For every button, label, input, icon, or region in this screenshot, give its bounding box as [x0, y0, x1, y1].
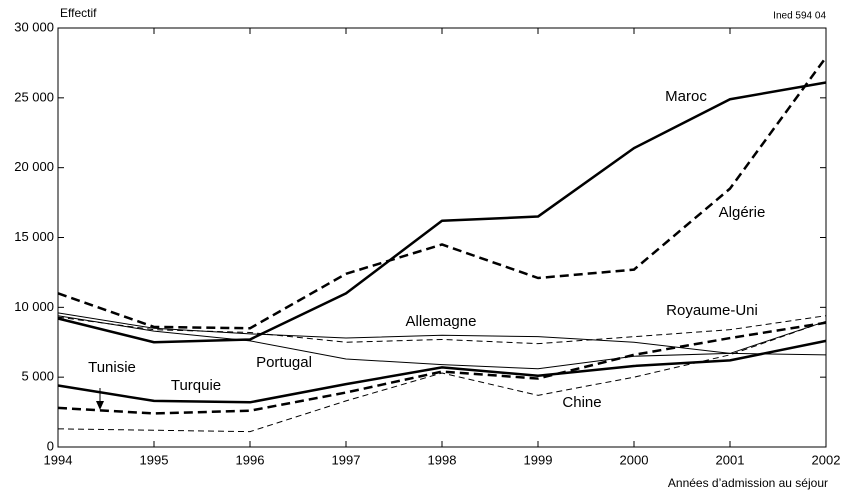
x-tick-label: 1996 [236, 452, 265, 467]
x-tick-label: 2000 [620, 452, 649, 467]
source-note: Ined 594 04 [773, 11, 826, 22]
series-label: Chine [562, 394, 601, 411]
series-line [57, 315, 827, 345]
y-tick-label: 0 [47, 438, 54, 453]
x-tick-label: 1994 [44, 452, 73, 467]
arrow-head [96, 401, 104, 410]
series-label: Allemagne [406, 313, 477, 330]
series-label: Algérie [719, 204, 766, 221]
x-tick-label: 1997 [332, 452, 361, 467]
y-axis-label: Effectif [60, 6, 97, 20]
series-label: Turquie [171, 377, 221, 394]
x-tick-label: 2002 [812, 452, 841, 467]
x-tick-label: 2001 [716, 452, 745, 467]
x-tick-label: 1998 [428, 452, 457, 467]
series-line [57, 315, 827, 370]
series-line [57, 56, 828, 330]
series-label: Maroc [665, 88, 707, 105]
series-label: Tunisie [88, 359, 136, 376]
series-line [57, 321, 827, 415]
series-line [57, 320, 827, 433]
y-tick-label: 10 000 [14, 299, 54, 314]
series-line [57, 312, 827, 356]
y-tick-label: 20 000 [14, 159, 54, 174]
series-label: Portugal [256, 354, 312, 371]
series-label: Royaume-Uni [666, 302, 758, 319]
y-tick-label: 15 000 [14, 229, 54, 244]
y-tick-label: 5 000 [21, 369, 54, 384]
x-tick-label: 1995 [140, 452, 169, 467]
x-tick-label: 1999 [524, 452, 553, 467]
y-tick-label: 25 000 [14, 89, 54, 104]
x-axis-label: Années d’admission au séjour [668, 476, 828, 490]
y-tick-label: 30 000 [14, 19, 54, 34]
series-line [57, 81, 827, 344]
